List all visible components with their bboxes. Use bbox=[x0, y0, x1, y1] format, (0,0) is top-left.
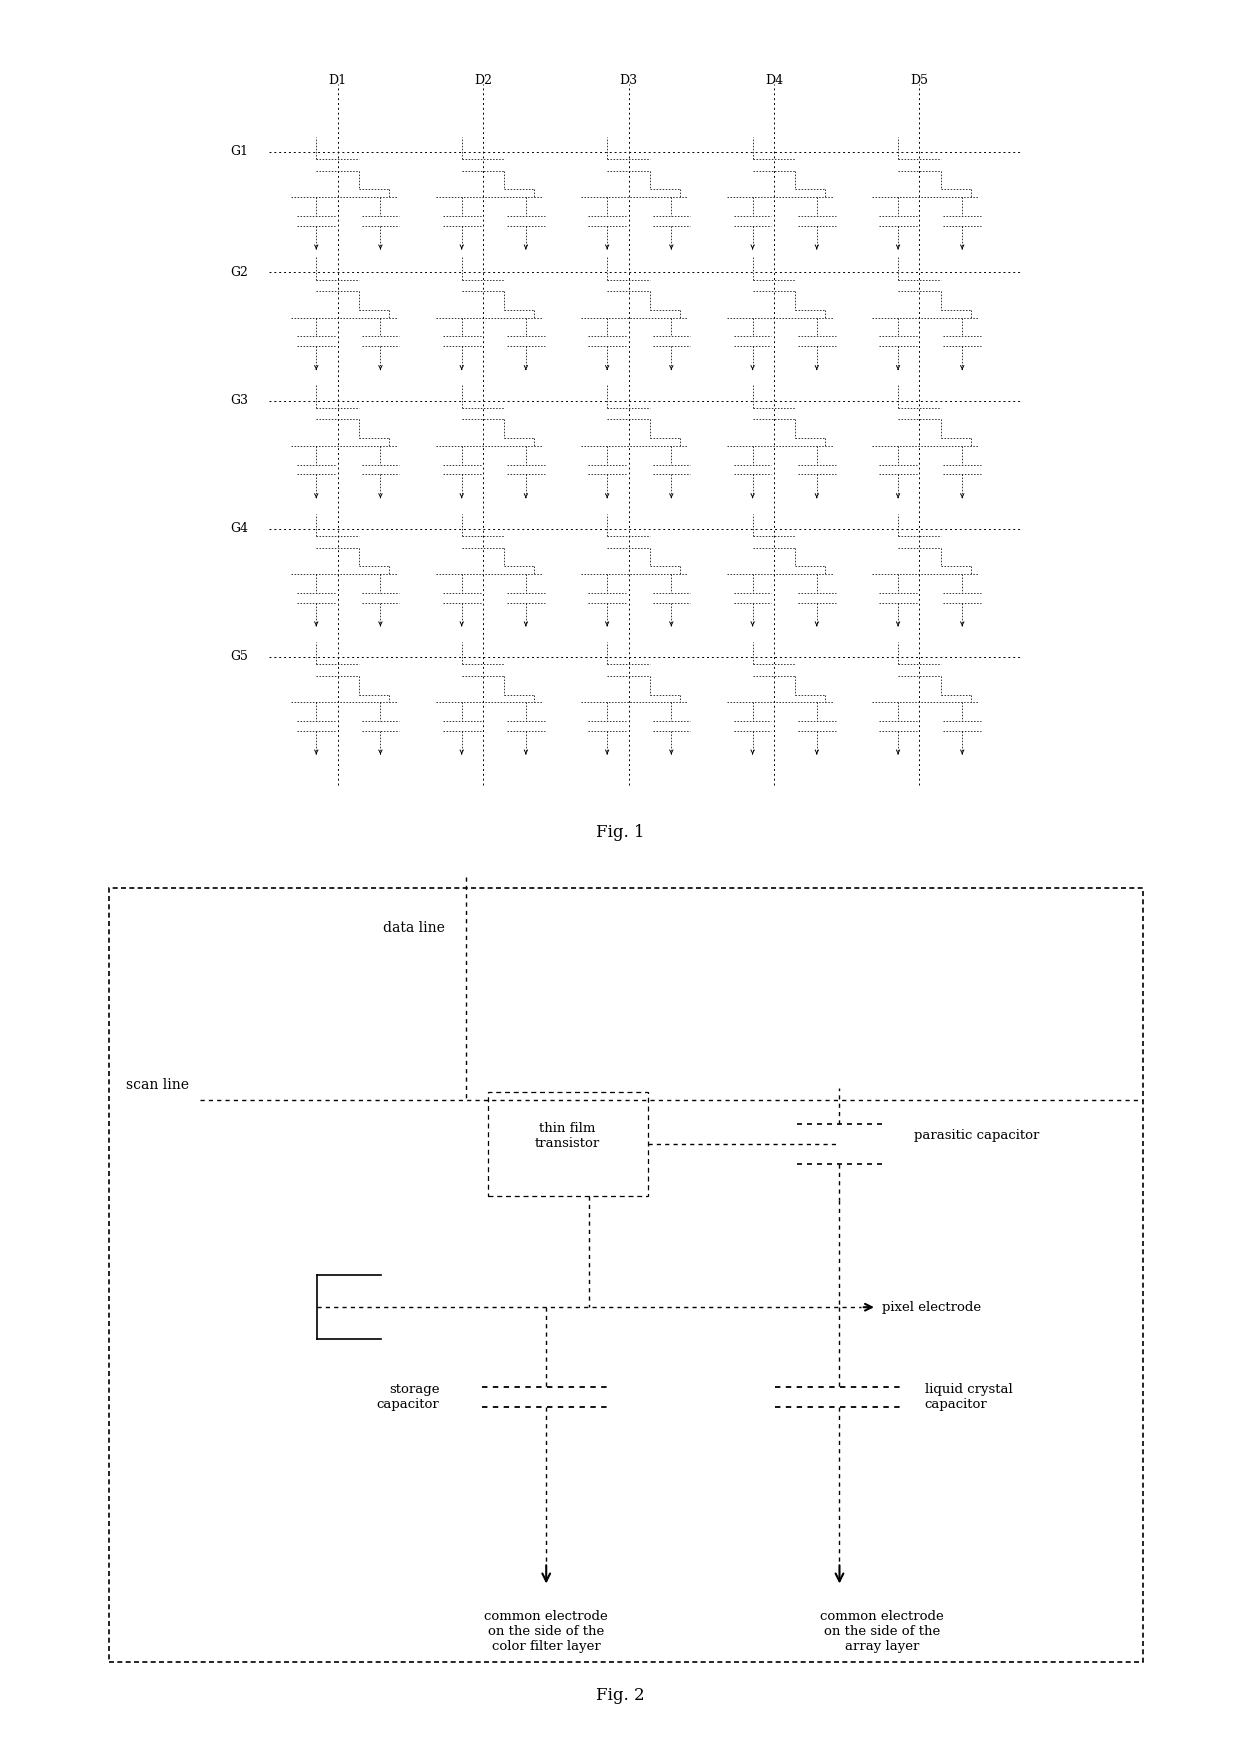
Text: G5: G5 bbox=[231, 650, 248, 663]
Text: pixel electrode: pixel electrode bbox=[882, 1301, 981, 1313]
Text: thin film
transistor: thin film transistor bbox=[534, 1122, 600, 1150]
Text: G3: G3 bbox=[231, 394, 248, 407]
Text: common electrode
on the side of the
color filter layer: common electrode on the side of the colo… bbox=[485, 1611, 608, 1653]
Text: liquid crystal
capacitor: liquid crystal capacitor bbox=[925, 1383, 1013, 1411]
Text: D4: D4 bbox=[765, 74, 784, 86]
Text: common electrode
on the side of the
array layer: common electrode on the side of the arra… bbox=[821, 1611, 944, 1653]
Text: G1: G1 bbox=[231, 145, 248, 158]
Text: D2: D2 bbox=[474, 74, 492, 86]
Text: D3: D3 bbox=[620, 74, 637, 86]
Text: G4: G4 bbox=[231, 522, 248, 535]
Text: D1: D1 bbox=[329, 74, 347, 86]
Text: Fig. 1: Fig. 1 bbox=[595, 824, 645, 841]
Text: parasitic capacitor: parasitic capacitor bbox=[914, 1129, 1039, 1143]
Text: data line: data line bbox=[383, 922, 445, 936]
Text: D5: D5 bbox=[910, 74, 929, 86]
Text: storage
capacitor: storage capacitor bbox=[377, 1383, 440, 1411]
Text: G2: G2 bbox=[231, 266, 248, 279]
Text: Fig. 2: Fig. 2 bbox=[595, 1686, 645, 1704]
Text: scan line: scan line bbox=[126, 1078, 188, 1092]
